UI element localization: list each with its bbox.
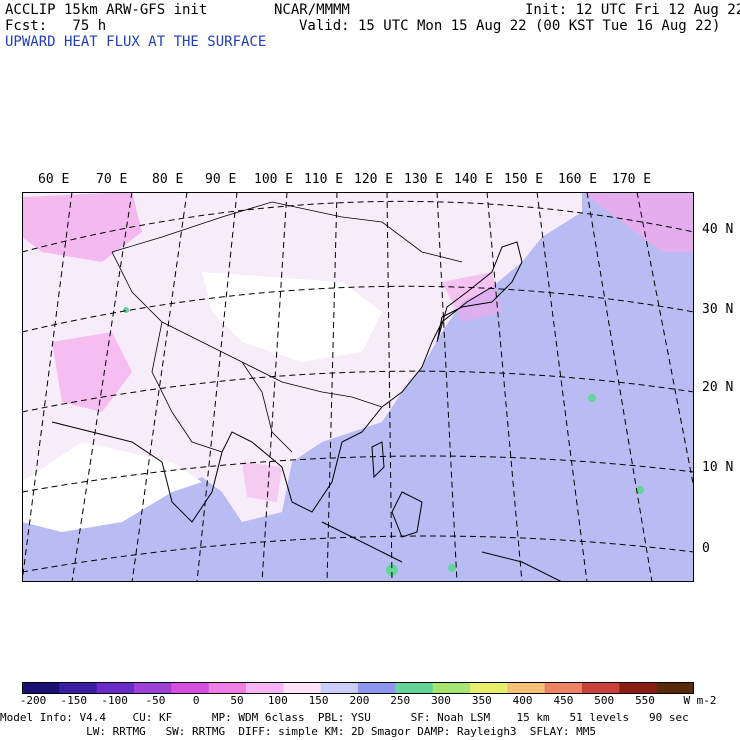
high-flux-spot [123, 307, 129, 313]
colorbar [22, 682, 694, 694]
country-borders [111, 201, 463, 453]
colorbar-swatch [395, 682, 434, 694]
colorbar-swatch [320, 682, 359, 694]
colorbar-swatch [171, 682, 210, 694]
colorbar-tick-label: -150 [60, 694, 88, 707]
colorbar-swatch [283, 682, 322, 694]
model-title: ACCLIP 15km ARW-GFS init [5, 2, 208, 18]
colorbar-tick-label: 0 [192, 694, 200, 707]
colorbar-swatch [470, 682, 508, 694]
colorbar-tick-label: 500 [594, 694, 615, 707]
colorbar-tick-label: -100 [101, 694, 128, 707]
colorbar-swatch [96, 682, 135, 694]
center-name: NCAR/MMMM [274, 2, 350, 18]
latitude-label: 0 [702, 541, 710, 556]
colorbar-tick-label: -200 [19, 694, 47, 707]
longitude-label: 130 E [404, 172, 444, 187]
colorbar-tick-label: 150 [308, 694, 329, 707]
colorbar-swatch [358, 682, 396, 694]
colorbar-swatch [134, 682, 172, 694]
high-flux-spot [636, 486, 644, 494]
colorbar-swatch [208, 682, 247, 694]
colorbar-swatch [582, 682, 620, 694]
model-info-line2: LW: RRTMG SW: RRTMG DIFF: simple KM: 2D … [0, 725, 597, 738]
lat-lon-grid [22, 192, 694, 582]
longitude-label: 170 E [612, 172, 652, 187]
colorbar-swatch [246, 682, 284, 694]
colorbar-tick-label: 450 [553, 694, 574, 707]
coastlines [51, 241, 563, 582]
positive-flux-patch [242, 462, 282, 502]
longitude-label: 120 E [354, 172, 394, 187]
longitude-label: 100 E [254, 172, 294, 187]
positive-flux-patch [52, 332, 132, 412]
colorbar-swatch [22, 682, 60, 694]
longitude-label: 80 E [152, 172, 184, 187]
colorbar-frame [22, 682, 694, 694]
longitude-label: 160 E [558, 172, 598, 187]
high-flux-spot [588, 394, 596, 402]
init-time: Init: 12 UTC Fri 12 Aug 22 [525, 2, 740, 18]
longitude-label: 90 E [205, 172, 237, 187]
colorbar-tick-label: 400 [512, 694, 533, 707]
heat-flux-map [22, 192, 694, 582]
colorbar-tick-label: 200 [349, 694, 370, 707]
longitude-label: 110 E [304, 172, 344, 187]
colorbar-tick-label: 300 [431, 694, 451, 707]
positive-flux-patch [582, 192, 694, 252]
longitude-label: 70 E [96, 172, 128, 187]
latitude-label: 20 N [702, 380, 734, 395]
colorbar-swatch [656, 682, 694, 694]
zero-flux-region [202, 272, 382, 362]
latitude-label: 10 N [702, 460, 734, 475]
colorbar-tick-label: 550 [635, 694, 655, 707]
valid-time: Valid: 15 UTC Mon 15 Aug 22 (00 KST Tue … [299, 18, 721, 34]
high-flux-spot [386, 564, 398, 576]
field-title: UPWARD HEAT FLUX AT THE SURFACE [5, 34, 267, 50]
high-flux-spot [448, 564, 456, 572]
colorbar-swatch [544, 682, 583, 694]
colorbar-units: W m-2 [683, 694, 717, 707]
colorbar-tick-label: 250 [390, 694, 411, 707]
longitude-label: 60 E [38, 172, 70, 187]
colorbar-swatch [59, 682, 98, 694]
model-info-line1: Model Info: V4.4 CU: KF MP: WDM 6class P… [0, 711, 689, 724]
zero-flux-region [22, 442, 202, 532]
colorbar-tick-label: 350 [471, 694, 492, 707]
longitude-label: 150 E [504, 172, 544, 187]
colorbar-tick-label: 50 [230, 694, 244, 707]
colorbar-swatch [432, 682, 471, 694]
forecast-hour: Fcst: 75 h [5, 18, 107, 34]
latitude-label: 40 N [702, 222, 734, 237]
map-frame [22, 192, 694, 582]
latitude-label: 30 N [702, 302, 734, 317]
colorbar-tick-label: 100 [267, 694, 288, 707]
longitude-label: 140 E [454, 172, 494, 187]
colorbar-swatch [507, 682, 546, 694]
colorbar-tick-label: -50 [145, 694, 166, 707]
colorbar-swatch [619, 682, 658, 694]
